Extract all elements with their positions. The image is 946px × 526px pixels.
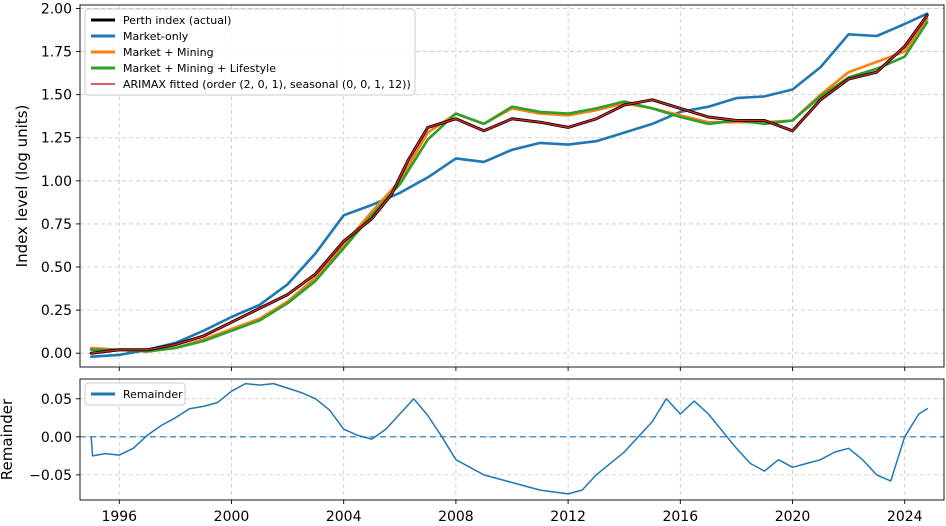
- legend-box: [84, 8, 416, 96]
- y-tick-label: 1.50: [41, 88, 72, 104]
- legend: Perth index (actual) Market-only Market + …: [84, 8, 416, 96]
- axes-frame: [79, 378, 945, 501]
- legend: Remainder: [84, 382, 186, 406]
- legend-label-2: Market + Mining: [123, 46, 214, 59]
- series-line-0: [90, 382, 928, 495]
- x-tick-label: 2024: [887, 509, 923, 525]
- legend-label-3: Market + Mining + Lifestyle: [123, 62, 276, 75]
- y-tick-label: −0.05: [29, 468, 72, 484]
- y-tick-label: 0.25: [41, 303, 72, 319]
- y-axis-label: Index level (log units): [13, 105, 31, 268]
- y-tick-label: 0.05: [41, 392, 72, 408]
- y-tick-label: 0.00: [41, 430, 72, 446]
- legend-label-1: Market-only: [123, 30, 189, 43]
- axes-frame: [79, 4, 945, 368]
- series-group: [90, 382, 928, 495]
- legend-label-0: Perth index (actual): [123, 14, 231, 27]
- y-axis-label: Remainder: [0, 398, 16, 480]
- x-tick-label: 2008: [438, 509, 474, 525]
- x-tick-label: 2012: [550, 509, 586, 525]
- series-line-1: [89, 12, 929, 359]
- y-tick-label: 0.00: [41, 346, 72, 362]
- remainder-chart: −0.05 0.00 0.05 1996 2000 2004 2008 2012 2016 202…: [0, 378, 945, 525]
- legend-box: [84, 382, 186, 406]
- y-tick-label: 1.25: [41, 131, 72, 147]
- y-tick-label: 1.75: [41, 45, 72, 61]
- x-tick-label: 2000: [214, 509, 250, 525]
- x-tick-label: 2004: [326, 509, 362, 525]
- series-line-3: [89, 20, 929, 353]
- y-tick-label: 2.00: [41, 1, 72, 17]
- legend-label-4: ARIMAX fitted (order (2, 0, 1), seasonal…: [123, 78, 411, 91]
- series-group: [89, 12, 929, 359]
- x-tick-label: 2020: [775, 509, 811, 525]
- y-tick-label: 0.50: [41, 260, 72, 276]
- x-tick-label: 2016: [662, 509, 698, 525]
- top-chart: 0.00 0.25 0.50 0.75 1.00 1.25 1.50 1.75 2.00 Inde…: [13, 1, 945, 371]
- legend-label-0: Remainder: [123, 388, 183, 401]
- x-tick-label: 1996: [101, 509, 137, 525]
- series-line-4: [90, 14, 928, 354]
- y-tick-label: 1.00: [41, 174, 72, 190]
- y-tick-label: 0.75: [41, 217, 72, 233]
